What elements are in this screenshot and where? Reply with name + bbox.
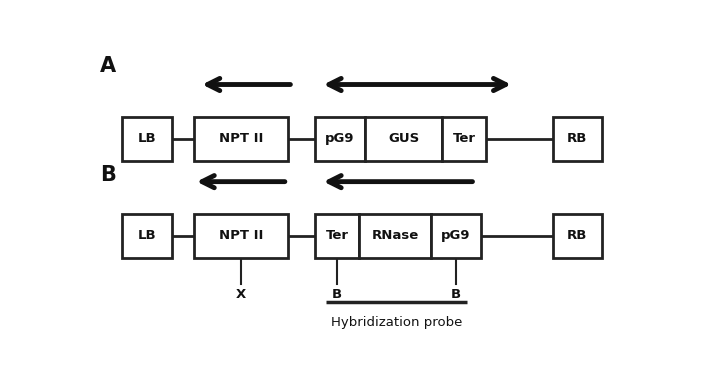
Text: Ter: Ter	[326, 229, 349, 242]
Text: B: B	[451, 288, 461, 301]
Text: pG9: pG9	[325, 132, 355, 145]
Text: Hybridization probe: Hybridization probe	[331, 316, 462, 329]
Bar	[315, 116, 365, 161]
Text: Ter: Ter	[453, 132, 476, 145]
Bar	[553, 214, 602, 258]
Bar	[315, 214, 360, 258]
Bar	[360, 214, 431, 258]
Bar	[194, 116, 288, 161]
Text: X: X	[236, 288, 246, 301]
Bar	[431, 214, 481, 258]
Bar	[553, 116, 602, 161]
Text: pG9: pG9	[441, 229, 471, 242]
Text: A: A	[100, 56, 116, 76]
Bar	[122, 116, 172, 161]
Text: RNase: RNase	[372, 229, 419, 242]
Text: GUS: GUS	[388, 132, 419, 145]
Text: B: B	[333, 288, 342, 301]
Bar	[442, 116, 486, 161]
Text: LB: LB	[137, 229, 156, 242]
Bar	[365, 116, 442, 161]
Text: B: B	[100, 164, 116, 184]
Text: NPT II: NPT II	[219, 132, 263, 145]
Text: NPT II: NPT II	[219, 229, 263, 242]
Bar	[122, 214, 172, 258]
Text: LB: LB	[137, 132, 156, 145]
Bar	[194, 214, 288, 258]
Text: RB: RB	[567, 229, 587, 242]
Text: RB: RB	[567, 132, 587, 145]
